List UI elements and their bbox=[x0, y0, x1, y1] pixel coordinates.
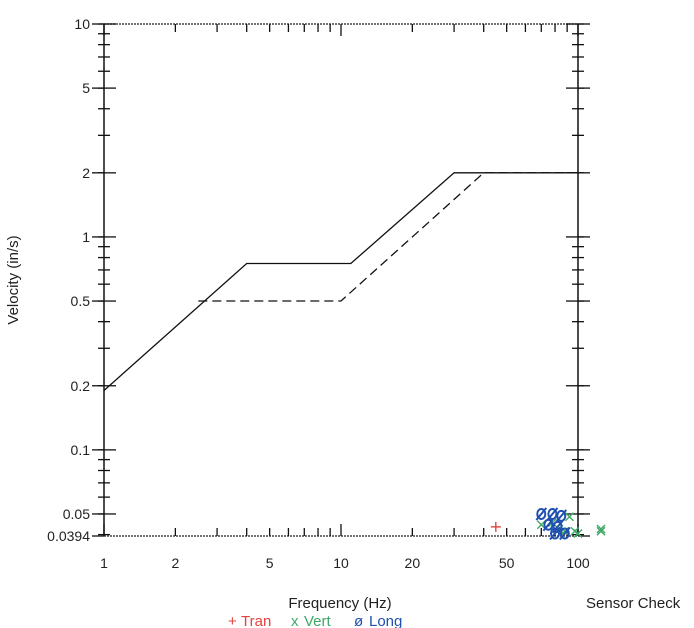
x-axis-title: Frequency (Hz) bbox=[288, 595, 391, 612]
point-ring bbox=[550, 527, 561, 540]
y-tick-label: 0.2 bbox=[71, 378, 91, 394]
y-tick-label: 0.05 bbox=[63, 506, 90, 522]
y-tick-label: 0.0394 bbox=[47, 528, 90, 544]
point-long bbox=[559, 526, 571, 541]
point-ring bbox=[559, 527, 570, 540]
point-slash bbox=[549, 526, 561, 541]
point-tran bbox=[490, 521, 501, 532]
x-tick-label: 100 bbox=[566, 555, 590, 571]
y-tick-label: 2 bbox=[82, 165, 90, 181]
point-vert bbox=[564, 512, 574, 522]
y-tick-label: 0.1 bbox=[71, 442, 91, 458]
point-vert bbox=[596, 524, 606, 534]
tick-labels: 1 2 5 10 20 50 100 0.0394 0.05 0.1 0.2 0.5 1 2 5 10 bbox=[47, 16, 590, 571]
legend-tran-symbol: + bbox=[228, 613, 237, 628]
point-slash bbox=[559, 526, 571, 541]
solid-limit-line bbox=[103, 172, 578, 391]
x-tick-label: 20 bbox=[405, 555, 421, 571]
point-vert bbox=[573, 528, 583, 538]
data-points bbox=[490, 507, 606, 541]
point-stroke bbox=[596, 524, 606, 534]
axes bbox=[103, 23, 579, 537]
point-slash bbox=[555, 509, 568, 523]
dashed-limit-line bbox=[198, 172, 578, 302]
point-stroke bbox=[596, 526, 606, 536]
x-tick-label: 1 bbox=[100, 555, 108, 571]
point-long bbox=[549, 526, 561, 541]
point-slash bbox=[535, 507, 548, 521]
legend-vert-symbol: x bbox=[291, 613, 299, 628]
y-tick-label: 5 bbox=[82, 80, 90, 96]
point-slash bbox=[551, 520, 564, 534]
x-tick-label: 50 bbox=[499, 555, 515, 571]
y-tick-label: 10 bbox=[74, 16, 90, 32]
point-slash bbox=[546, 507, 559, 521]
point-long bbox=[535, 507, 548, 521]
point-long bbox=[555, 509, 568, 523]
ticks bbox=[92, 23, 590, 537]
legend: + Tran x Vert ø Long bbox=[228, 613, 402, 628]
legend-tran-label: Tran bbox=[241, 613, 271, 628]
limit-lines bbox=[103, 172, 578, 391]
y-tick-label: 1 bbox=[82, 229, 90, 245]
point-slash bbox=[542, 518, 555, 532]
sensor-check-label: Sensor Check bbox=[586, 595, 681, 612]
point-stroke bbox=[573, 528, 583, 538]
point-stroke bbox=[564, 512, 574, 522]
y-axis-title: Velocity (in/s) bbox=[5, 235, 22, 324]
point-ring bbox=[547, 507, 558, 520]
legend-long-symbol: ø bbox=[354, 613, 363, 628]
point-vert bbox=[596, 526, 606, 536]
point-ring bbox=[556, 509, 567, 522]
x-tick-label: 2 bbox=[171, 555, 179, 571]
x-tick-label: 10 bbox=[333, 555, 349, 571]
point-ring bbox=[536, 507, 547, 520]
point-long bbox=[546, 507, 559, 521]
x-tick-label: 5 bbox=[266, 555, 274, 571]
y-tick-label: 0.5 bbox=[71, 293, 91, 309]
legend-long-label: Long bbox=[369, 613, 402, 628]
legend-vert-label: Vert bbox=[304, 613, 332, 628]
